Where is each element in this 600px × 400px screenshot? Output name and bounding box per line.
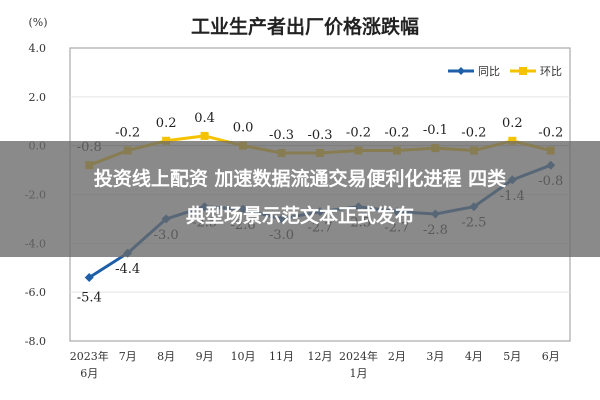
x-tick-label: 2023年 6月 <box>70 349 109 380</box>
headline-banner[interactable]: 投资线上配资 加速数据流通交易便利化进程 四类 典型场景示范文本正式发布 <box>0 141 600 257</box>
mom-data-label: 0.2 <box>502 116 523 131</box>
chart-title: 工业生产者出厂价格涨跌幅 <box>191 15 419 38</box>
mom-point <box>162 136 171 145</box>
mom-data-label: -0.2 <box>538 126 563 141</box>
mom-data-label: -0.2 <box>115 126 140 141</box>
yoy-point <box>84 273 94 283</box>
mom-data-label: -0.2 <box>461 126 486 141</box>
mom-data-label: -0.2 <box>384 126 409 141</box>
mom-data-label: 0.2 <box>156 116 177 131</box>
x-tick-label: 7月 <box>119 350 137 363</box>
x-tick-label: 5月 <box>503 350 521 363</box>
legend-label: 同比 <box>478 65 500 78</box>
y-axis-unit-label: (%) <box>28 16 47 29</box>
headline-line-1: 投资线上配资 加速数据流通交易便利化进程 四类 <box>93 168 507 190</box>
mom-point <box>508 136 517 145</box>
mom-data-label: -0.3 <box>307 128 332 143</box>
x-tick-label: 2月 <box>388 350 406 363</box>
legend: 同比 环比 <box>448 65 562 78</box>
yoy-data-label: -4.4 <box>115 262 140 277</box>
y-tick-label: 2.0 <box>29 91 47 104</box>
mom-data-label: 0.0 <box>233 121 254 136</box>
legend-label: 环比 <box>540 65 562 78</box>
x-tick-label: 11月 <box>269 350 294 363</box>
mom-data-label: 0.4 <box>194 111 215 126</box>
x-tick-label: 12月 <box>308 350 333 363</box>
legend-marker <box>519 67 527 75</box>
x-tick-label: 6月 <box>542 350 560 363</box>
x-tick-label: 2024年 1月 <box>339 349 378 380</box>
y-tick-label: -8.0 <box>25 335 46 348</box>
x-tick-label: 3月 <box>426 350 444 363</box>
legend-marker <box>457 67 465 75</box>
x-tick-label: 10月 <box>231 350 256 363</box>
mom-point <box>200 131 209 140</box>
x-tick-label: 4月 <box>465 350 483 363</box>
mom-data-label: -0.3 <box>269 128 294 143</box>
mom-data-label: -0.1 <box>423 123 448 138</box>
mom-data-label: -0.2 <box>346 126 371 141</box>
y-tick-label: 4.0 <box>29 42 47 55</box>
x-tick-label: 9月 <box>196 350 214 363</box>
yoy-data-label: -5.4 <box>77 291 102 306</box>
headline-line-2: 典型场景示范文本正式发布 <box>185 205 414 227</box>
axis-layer: 工业生产者出厂价格涨跌幅 (%) 4.02.00.0-2.0-4.0-6.0-8… <box>25 15 560 380</box>
y-tick-label: -6.0 <box>25 286 46 299</box>
x-tick-label: 8月 <box>157 350 175 363</box>
headline-text: 投资线上配资 加速数据流通交易便利化进程 四类 典型场景示范文本正式发布 <box>0 161 600 235</box>
